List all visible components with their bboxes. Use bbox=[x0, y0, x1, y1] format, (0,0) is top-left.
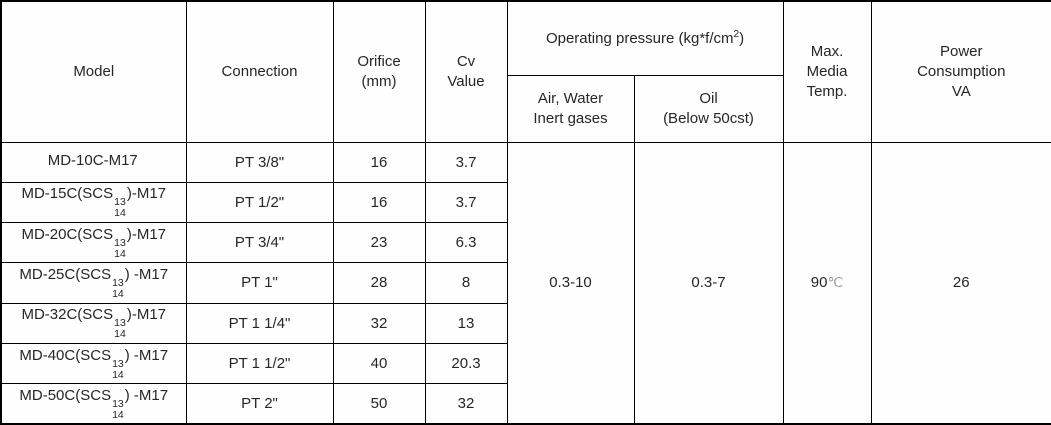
orifice-cell: 16 bbox=[332, 141, 426, 183]
header-connection: Connection bbox=[185, 0, 334, 143]
operating-pressure-label: Operating pressure (kg*f/cm bbox=[545, 30, 734, 48]
subheader-oil: Oil (Below 50cst) bbox=[633, 74, 784, 143]
max-temp-cell: 90℃ bbox=[782, 141, 872, 425]
model-cell: MD-15C(SCS 13 14)-M17 bbox=[0, 181, 187, 224]
model-cell: MD-10C-M17 bbox=[0, 141, 187, 183]
header-cv-value: Cv Value bbox=[424, 0, 508, 143]
table-row: MD-10C-M17 PT 3/8" 16 3.7 0.3-10 0.3-7 9… bbox=[0, 141, 1051, 425]
scs-grade-stack: 13 14 bbox=[112, 276, 124, 300]
header-row-1: Model Connection Orifice (mm) Cv Value O… bbox=[0, 0, 1051, 143]
scs-grade-stack: 13 14 bbox=[114, 236, 126, 260]
oil-pressure-cell: 0.3-7 bbox=[633, 141, 784, 425]
connection-cell: PT 1/2" bbox=[185, 181, 334, 224]
orifice-cell: 28 bbox=[332, 262, 426, 304]
operating-pressure-close-paren: ) bbox=[739, 30, 745, 48]
connection-cell: PT 1 1/4" bbox=[185, 302, 334, 344]
model-cell: MD-32C(SCS 13 14)-M17 bbox=[0, 302, 187, 344]
cv-cell: 32 bbox=[424, 383, 508, 425]
header-operating-pressure: Operating pressure (kg*f/cm2) bbox=[506, 0, 784, 76]
model-cell: MD-20C(SCS 13 14)-M17 bbox=[0, 222, 187, 264]
scs-grade-stack: 13 14 bbox=[114, 196, 126, 220]
header-max-media-temp: Max. Media Temp. bbox=[782, 0, 872, 143]
header-orifice: Orifice (mm) bbox=[332, 0, 426, 143]
header-model: Model bbox=[0, 0, 187, 143]
model-cell: MD-50C(SCS 13 14) -M17 bbox=[0, 383, 187, 425]
connection-cell: PT 2" bbox=[185, 383, 334, 425]
table-row: MD-32C(SCS 13 14)-M17 PT 1 1/4" 32 13 bbox=[0, 302, 1051, 344]
connection-cell: PT 1" bbox=[185, 262, 334, 304]
scs-grade-stack: 13 14 bbox=[114, 317, 126, 341]
orifice-cell: 16 bbox=[332, 181, 426, 224]
subheader-air-water: Air, Water Inert gases bbox=[506, 74, 635, 143]
cv-cell: 3.7 bbox=[424, 141, 508, 183]
table-row: MD-20C(SCS 13 14)-M17 PT 3/4" 23 6.3 bbox=[0, 222, 1051, 264]
model-cell: MD-25C(SCS 13 14) -M17 bbox=[0, 262, 187, 304]
scs-grade-stack: 13 14 bbox=[112, 357, 124, 381]
orifice-cell: 50 bbox=[332, 383, 426, 425]
orifice-cell: 23 bbox=[332, 222, 426, 264]
connection-cell: PT 3/4" bbox=[185, 222, 334, 264]
model-cell: MD-40C(SCS 13 14) -M17 bbox=[0, 342, 187, 385]
power-consumption-cell: 26 bbox=[870, 141, 1051, 425]
cv-cell: 6.3 bbox=[424, 222, 508, 264]
header-row-2: Air, Water Inert gases Oil (Below 50cst) bbox=[1, 74, 1051, 143]
cv-cell: 3.7 bbox=[424, 181, 508, 224]
orifice-cell: 32 bbox=[332, 302, 426, 344]
table-row: MD-25C(SCS 13 14) -M17 PT 1" 28 8 bbox=[0, 262, 1051, 304]
cv-cell: 8 bbox=[424, 262, 508, 304]
operating-pressure-superscript: 2 bbox=[733, 29, 740, 41]
orifice-cell: 40 bbox=[332, 342, 426, 385]
table-row: MD-40C(SCS 13 14) -M17 PT 1 1/2" 40 20.3 bbox=[0, 342, 1051, 385]
max-temp-value: 90 bbox=[810, 274, 828, 292]
air-water-pressure-cell: 0.3-10 bbox=[506, 141, 635, 425]
connection-cell: PT 1 1/2" bbox=[185, 342, 334, 385]
table-row: MD-50C(SCS 13 14) -M17 PT 2" 50 32 bbox=[0, 383, 1051, 425]
header-power-consumption: Power Consumption VA bbox=[870, 0, 1051, 143]
connection-cell: PT 3/8" bbox=[185, 141, 334, 183]
cv-cell: 13 bbox=[424, 302, 508, 344]
scs-grade-stack: 13 14 bbox=[112, 397, 124, 421]
cv-cell: 20.3 bbox=[424, 342, 508, 385]
celsius-unit: ℃ bbox=[827, 274, 844, 291]
